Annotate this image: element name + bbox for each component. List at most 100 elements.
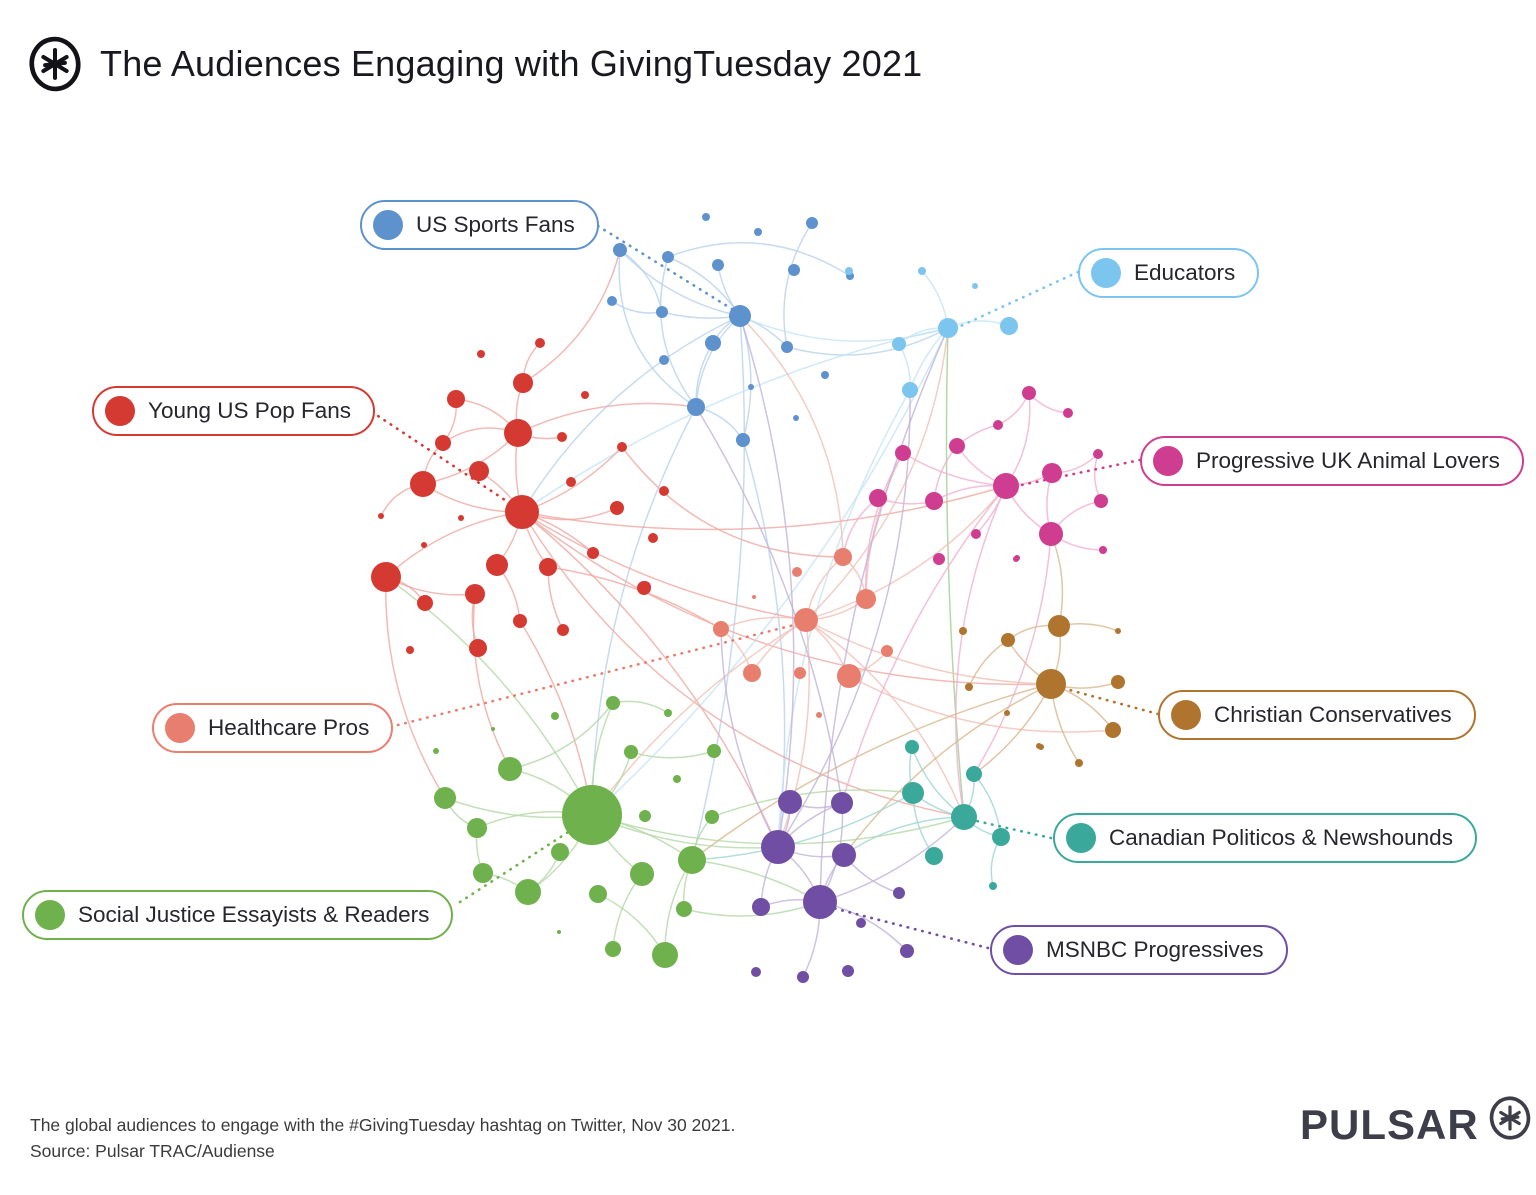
network-node <box>473 863 493 883</box>
audience-label-text: Progressive UK Animal Lovers <box>1196 447 1500 473</box>
network-node <box>659 486 669 496</box>
pulsar-asterisk-logo-icon <box>1489 1096 1530 1140</box>
network-edge <box>385 576 593 816</box>
network-edge <box>521 511 779 848</box>
network-node <box>648 533 658 543</box>
audience-color-dot <box>165 713 195 743</box>
network-node <box>748 384 754 390</box>
network-node <box>989 882 997 890</box>
network-node <box>406 646 414 654</box>
network-node <box>938 318 958 338</box>
network-node <box>881 645 893 657</box>
network-node <box>752 898 770 916</box>
label-connector <box>966 817 1053 840</box>
network-node <box>486 554 508 576</box>
network-node <box>469 639 487 657</box>
network-node <box>617 442 627 452</box>
pulsar-wordmark: PULSAR <box>1300 1101 1479 1148</box>
network-node <box>992 828 1010 846</box>
label-connector <box>950 270 1080 332</box>
network-node <box>736 433 750 447</box>
network-node <box>434 787 456 809</box>
network-node <box>918 267 926 275</box>
network-node <box>589 885 607 903</box>
network-node <box>557 432 567 442</box>
network-node <box>465 584 485 604</box>
network-edge <box>472 593 511 770</box>
network-edge <box>667 242 851 277</box>
network-edge <box>777 389 911 848</box>
network-edge <box>955 485 1007 818</box>
network-edge <box>619 249 663 313</box>
network-node <box>743 664 761 682</box>
network-node <box>1036 743 1042 749</box>
network-node <box>751 967 761 977</box>
network-edge <box>611 300 663 314</box>
network-node <box>504 419 532 447</box>
audience-label-text: Healthcare Pros <box>208 714 370 740</box>
audience-color-dot <box>35 900 65 930</box>
network-edge <box>819 816 965 903</box>
network-node <box>477 350 485 358</box>
network-node <box>842 965 854 977</box>
network-node <box>417 595 433 611</box>
network-node <box>673 775 681 783</box>
network-node <box>752 595 756 599</box>
network-node <box>933 553 945 565</box>
network-node <box>1004 710 1010 716</box>
network-node <box>754 228 762 236</box>
audience-color-dot <box>1171 700 1201 730</box>
audience-label-pill: Educators <box>1078 248 1260 298</box>
network-node <box>993 420 1003 430</box>
network-node <box>793 415 799 421</box>
audience-label-pill: Healthcare Pros <box>152 703 394 753</box>
network-edge <box>1050 533 1064 627</box>
network-node <box>925 847 943 865</box>
network-node <box>781 341 793 353</box>
network-edge <box>739 315 949 342</box>
network-node <box>535 338 545 348</box>
network-node <box>869 489 887 507</box>
network-node <box>498 757 522 781</box>
network-node <box>652 942 678 968</box>
label-connector <box>370 410 522 512</box>
network-node <box>676 901 692 917</box>
network-node <box>949 438 965 454</box>
audience-label-text: Educators <box>1134 259 1236 285</box>
network-node <box>831 792 853 814</box>
network-edge <box>691 683 1052 861</box>
network-edge <box>805 327 949 621</box>
network-node <box>664 709 672 717</box>
network-node <box>837 664 861 688</box>
network-node <box>515 879 541 905</box>
network-node <box>845 267 853 275</box>
brand-footer: PULSAR <box>1300 1094 1533 1146</box>
network-node <box>656 306 668 318</box>
network-edge <box>739 315 844 558</box>
network-node <box>821 371 829 379</box>
network-node <box>951 804 977 830</box>
network-edge <box>1005 392 1031 487</box>
network-node <box>551 843 569 861</box>
network-node <box>1039 522 1063 546</box>
network-edge <box>1093 453 1102 502</box>
network-node <box>794 608 818 632</box>
network-node <box>1111 675 1125 689</box>
network-edge <box>695 406 843 804</box>
network-edge <box>630 750 715 759</box>
network-edge <box>385 511 523 578</box>
network-edge <box>683 901 821 917</box>
network-node <box>562 785 622 845</box>
audience-label-text: MSNBC Progressives <box>1046 936 1264 962</box>
audience-color-dot <box>373 210 403 240</box>
network-node <box>378 513 384 519</box>
network-node <box>433 748 439 754</box>
network-edge <box>517 402 697 434</box>
network-edge <box>691 859 821 903</box>
network-node <box>905 740 919 754</box>
network-node <box>659 355 669 365</box>
network-node <box>447 390 465 408</box>
network-node <box>971 529 981 539</box>
label-connector <box>596 224 742 316</box>
